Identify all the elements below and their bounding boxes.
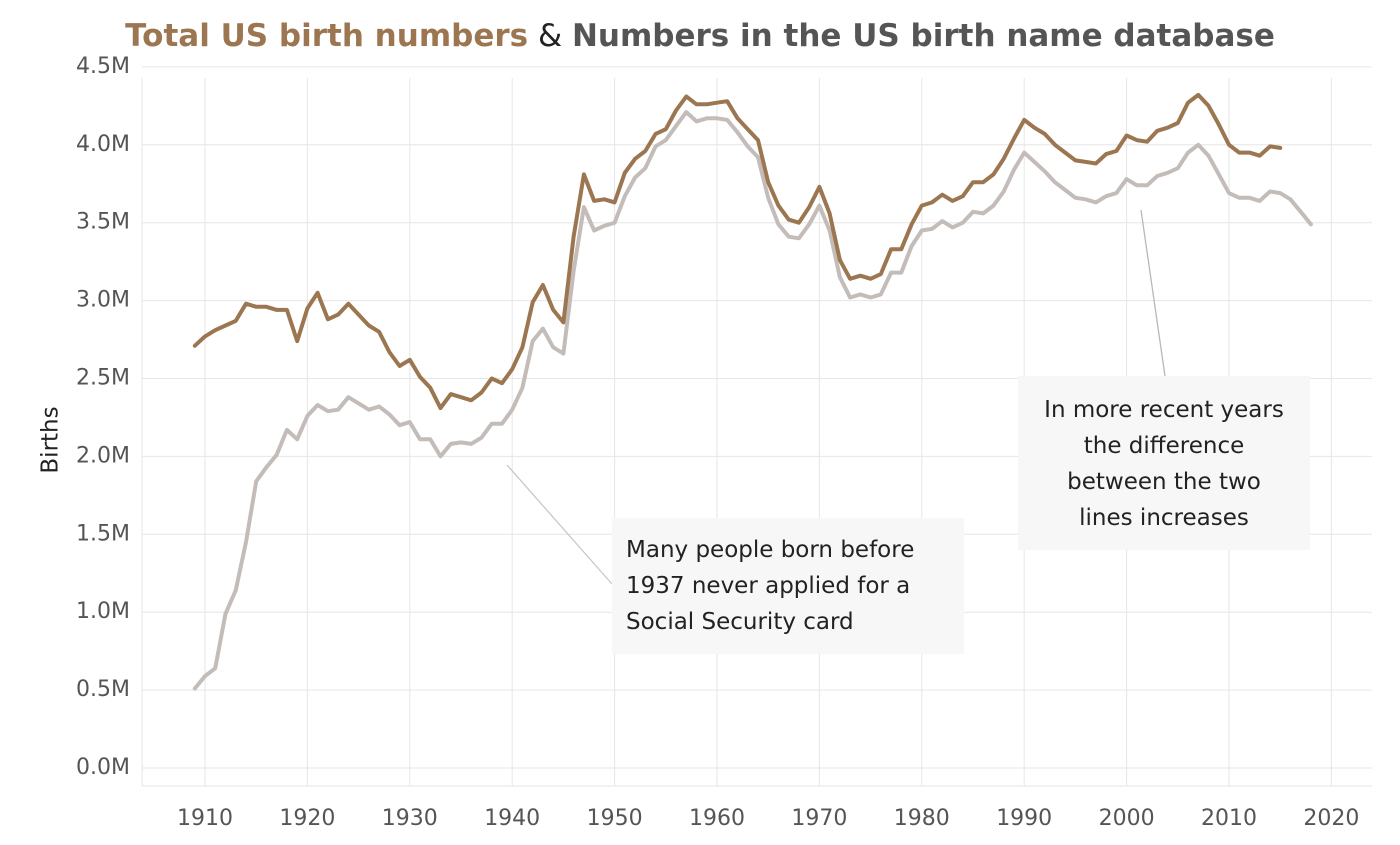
y-tick-label: 4.0M [76,132,130,157]
y-tick-label: 3.0M [76,288,130,313]
annotation-connectors [506,209,1166,585]
annotation-left-line: 1937 never applied for a [626,573,911,599]
x-tick-label: 1940 [484,806,540,831]
series [192,92,1313,691]
x-tick-label: 1920 [279,806,335,831]
annotation-right-line: between the two [1067,469,1261,495]
y-tick-label: 1.5M [76,521,130,546]
x-tick-label: 1930 [382,806,438,831]
x-tick-label: 1960 [689,806,745,831]
chart-title: Total US birth numbers & Numbers in the … [0,18,1400,54]
y-tick-label: 2.0M [76,443,130,468]
annotation-left-line: Social Security card [626,609,854,635]
x-tick-label: 2000 [1099,806,1155,831]
x-tick-label: 1970 [791,806,847,831]
title-ampersand: & [528,18,572,54]
x-tick-label: 2010 [1201,806,1257,831]
y-tick-label: 0.0M [76,755,130,780]
annotation-right: In more recent years the difference betw… [1018,376,1310,550]
y-tick-label: 2.5M [76,366,130,391]
y-axis-label: Births [38,406,64,473]
y-tick-label: 4.5M [76,54,130,79]
y-tick-label: 3.5M [76,210,130,235]
annotation-right-line: lines increases [1079,505,1249,531]
axes: 0.0M 0.5M 1.0M 1.5M 2.0M 2.5M 3.0M 3.5M 4.0M 4.5M… [76,54,1372,831]
y-tick-label: 0.5M [76,677,130,702]
annotation-right-line: the difference [1083,433,1245,459]
series-line-total-births [192,92,1283,411]
x-tick-label: 1990 [996,806,1052,831]
annotation-right-line: In more recent years [1044,397,1284,423]
y-tick-label: 1.0M [76,599,130,624]
title-total-births: Total US birth numbers [125,18,529,54]
x-tick-label: 1980 [894,806,950,831]
x-tick-label: 1910 [177,806,233,831]
series-line-database [192,110,1313,691]
annotation-left-line: Many people born before [626,537,915,563]
title-database-numbers: Numbers in the US birth name database [571,18,1275,54]
x-tick-label: 2020 [1303,806,1359,831]
x-tick-label: 1950 [587,806,643,831]
annotation-left: Many people born before 1937 never appli… [612,518,964,654]
annotation-left-connector [506,464,613,585]
annotation-right-connector [1140,209,1166,377]
